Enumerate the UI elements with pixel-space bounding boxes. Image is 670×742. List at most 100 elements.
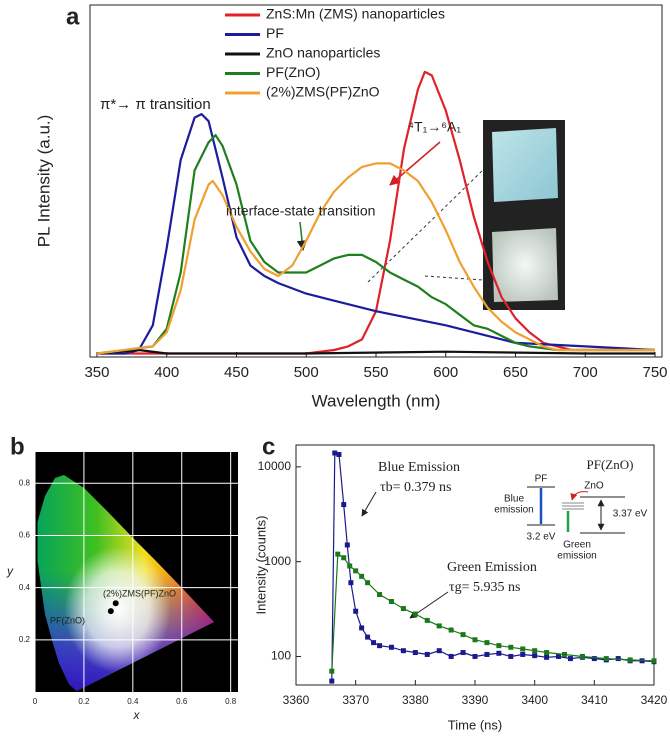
marker <box>388 644 394 650</box>
x-axis-label: Wavelength (nm) <box>312 391 441 410</box>
marker <box>388 598 394 604</box>
x-tick-label: 350 <box>84 364 109 381</box>
marker <box>344 542 350 548</box>
marker <box>448 627 454 633</box>
marker <box>579 653 585 659</box>
marker <box>532 653 538 659</box>
annotation: Blue Emission <box>378 460 460 475</box>
marker <box>460 632 466 638</box>
panel-label: c <box>262 433 275 460</box>
inset-label: Green <box>563 540 591 551</box>
marker <box>651 658 657 664</box>
y-tick-label: 0.2 <box>19 635 31 644</box>
marker <box>371 640 377 646</box>
x-tick-label: 750 <box>643 364 668 381</box>
marker <box>412 650 418 656</box>
marker <box>567 656 573 662</box>
marker <box>365 634 371 640</box>
marker <box>353 608 359 614</box>
point <box>107 608 114 615</box>
marker <box>460 650 466 656</box>
y-axis-label: Intensity (counts) <box>253 516 268 615</box>
marker <box>562 651 567 657</box>
x-tick-label: 600 <box>433 364 458 381</box>
marker <box>424 651 430 657</box>
marker <box>544 654 550 660</box>
series-line <box>96 348 655 355</box>
legend-label: ZnO nanoparticles <box>266 45 380 61</box>
series-line <box>97 113 656 355</box>
marker <box>436 623 442 629</box>
marker <box>365 580 371 586</box>
photo-inset <box>367 120 565 310</box>
annotation: ⁴T₁→⁶A₁ <box>408 119 461 135</box>
annotation: τb= 0.379 ns <box>380 480 451 495</box>
y-axis-label: PL Intensity (a.u.) <box>34 115 53 248</box>
annotation: interface-state transition <box>226 203 375 219</box>
x-tick-label: 500 <box>294 364 319 381</box>
inset-label: PF <box>535 474 548 485</box>
x-tick-label: 3380 <box>402 693 429 707</box>
legend-label: ZnS:Mn (ZMS) nanoparticles <box>266 6 445 22</box>
panel-label: a <box>66 3 80 30</box>
x-tick-label: 0.6 <box>176 697 188 706</box>
series-line <box>97 70 655 355</box>
legend-label: PF(ZnO) <box>266 64 320 80</box>
x-tick-label: 0.4 <box>127 697 139 706</box>
marker <box>508 644 514 650</box>
marker <box>472 653 478 659</box>
marker <box>341 502 347 508</box>
inset-label: 3.37 eV <box>613 509 648 520</box>
marker <box>348 580 354 586</box>
x-tick-label: 3410 <box>581 693 608 707</box>
panel-label: b <box>10 433 25 460</box>
x-tick-label: 3400 <box>521 693 548 707</box>
x-tick-label: 650 <box>503 364 528 381</box>
y-tick-label: 0.6 <box>19 531 31 540</box>
y-tick-label: 100 <box>271 649 291 663</box>
charts: 350 400 450 500 550 600 650 700 750 Wavelength (n… <box>6 3 668 732</box>
inset-label: ZnO <box>584 481 604 492</box>
inset-label: emission <box>494 505 533 516</box>
marker <box>496 643 502 649</box>
marker <box>544 650 550 656</box>
marker <box>508 653 514 659</box>
marker <box>341 555 347 561</box>
marker <box>377 592 383 598</box>
marker <box>556 653 562 659</box>
x-tick-label: 0 <box>33 697 38 706</box>
annotation: Green Emission <box>447 560 537 575</box>
marker <box>484 640 490 646</box>
marker <box>377 643 383 649</box>
x-tick-label: 450 <box>224 364 249 381</box>
x-tick-label: 700 <box>573 364 598 381</box>
series-line <box>96 162 655 355</box>
x-tick-label: 400 <box>154 364 179 381</box>
legend-label: PF <box>266 25 284 41</box>
x-tick-label: 3390 <box>462 693 489 707</box>
x-tick-label: 3360 <box>283 693 310 707</box>
cie-locus <box>35 452 238 692</box>
x-tick-label: 3420 <box>641 693 668 707</box>
marker <box>627 657 633 663</box>
y-tick-label: 1000 <box>264 554 291 568</box>
point-label: PF(ZnO) <box>50 615 85 625</box>
y-axis-label: y <box>6 564 14 578</box>
x-tick-label: 0.8 <box>225 697 237 706</box>
marker <box>472 637 478 643</box>
point <box>112 600 119 607</box>
y-tick-label: 0.8 <box>19 478 31 487</box>
marker <box>329 678 335 684</box>
marker <box>353 568 359 574</box>
marker <box>412 611 418 617</box>
point-label: (2%)ZMS(PF)ZnO <box>103 588 176 598</box>
marker <box>400 648 406 654</box>
marker <box>532 648 538 654</box>
x-tick-label: 3370 <box>342 693 369 707</box>
marker <box>496 650 502 656</box>
annotation: τg= 5.935 ns <box>449 580 520 595</box>
marker <box>359 573 365 579</box>
marker <box>615 656 621 662</box>
marker <box>347 563 353 569</box>
